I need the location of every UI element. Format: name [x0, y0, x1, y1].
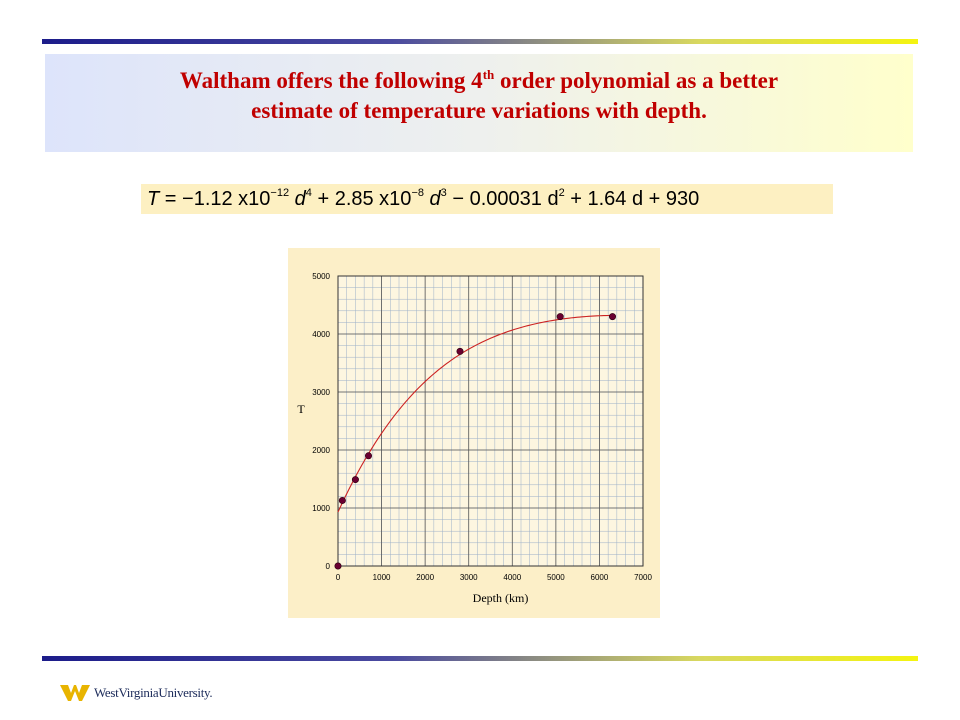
data-point: [608, 313, 616, 321]
wvu-flying-wv-icon: [60, 685, 90, 701]
y-tick-label: 1000: [312, 504, 330, 513]
y-tick-label: 5000: [312, 272, 330, 281]
bottom-divider: [42, 656, 918, 661]
temperature-depth-chart: 0 1000 2000 3000 4000 5000 6000 7000 0 1000 2000 30…: [297, 272, 652, 605]
polynomial-equation: T = −1.12 x10−12 d4 + 2.85 x10−8 d3 − 0.…: [141, 184, 833, 214]
x-tick-label: 6000: [591, 573, 609, 582]
plot-area: [338, 276, 643, 566]
slide-title-line-1: Waltham offers the following 4th order p…: [179, 67, 779, 93]
x-tick-label: 3000: [460, 573, 478, 582]
wvu-logo: WestVirginiaUniversity.: [60, 680, 213, 706]
y-tick-label: 4000: [312, 330, 330, 339]
data-point: [365, 452, 373, 460]
title-banner: Waltham offers the following 4th order p…: [45, 54, 913, 152]
slide-title-line-2: estimate of temperature variations with …: [251, 98, 707, 123]
data-point: [338, 496, 346, 504]
x-tick-label: 1000: [373, 573, 391, 582]
chart-panel: 0 1000 2000 3000 4000 5000 6000 7000 0 1000 2000 30…: [288, 248, 660, 618]
wvu-logo-text: WestVirginiaUniversity.: [94, 685, 213, 700]
data-point: [351, 476, 359, 484]
polynomial-fit-line: [337, 314, 613, 513]
x-tick-label: 5000: [547, 573, 565, 582]
data-point: [334, 562, 342, 570]
y-axis-label: T: [297, 402, 305, 416]
plot-frame: [337, 275, 644, 567]
x-axis-label: Depth (km): [473, 591, 529, 605]
y-tick-label: 2000: [312, 446, 330, 455]
y-tick-label: 0: [326, 562, 331, 571]
x-tick-label: 4000: [503, 573, 521, 582]
top-divider: [42, 39, 918, 44]
x-tick-label: 7000: [634, 573, 652, 582]
data-point: [456, 347, 464, 355]
x-tick-label: 0: [336, 573, 341, 582]
x-tick-label: 2000: [416, 573, 434, 582]
data-point: [556, 313, 564, 321]
y-tick-label: 3000: [312, 388, 330, 397]
